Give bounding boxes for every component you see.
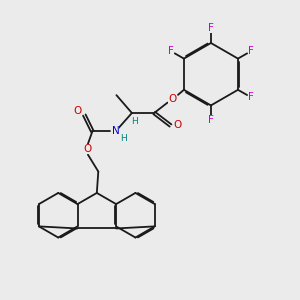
Text: F: F: [168, 46, 174, 56]
Text: H: H: [120, 134, 127, 143]
Text: O: O: [84, 144, 92, 154]
Text: O: O: [174, 121, 182, 130]
Text: F: F: [248, 92, 254, 102]
Text: N: N: [112, 126, 119, 136]
Text: F: F: [248, 46, 254, 56]
Text: F: F: [208, 115, 214, 125]
Text: H: H: [131, 116, 138, 125]
Text: O: O: [74, 106, 82, 116]
Text: O: O: [169, 94, 177, 104]
Text: F: F: [208, 23, 214, 33]
